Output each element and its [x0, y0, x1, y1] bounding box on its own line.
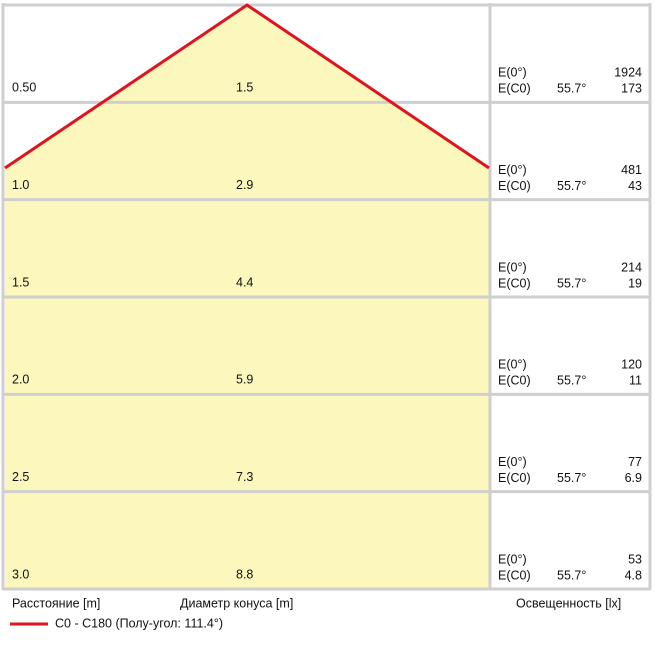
distance: 1.5: [12, 275, 29, 289]
ec0-label: E(C0): [498, 568, 531, 582]
angle: 55.7°: [557, 82, 586, 96]
angle: 55.7°: [557, 568, 586, 582]
angle: 55.7°: [557, 374, 586, 388]
e0-value: 77: [628, 455, 642, 469]
e0-value: 481: [621, 163, 642, 177]
e0-value: 1924: [614, 66, 642, 80]
diameter-label: Диаметр конуса [m]: [180, 596, 293, 610]
angle: 55.7°: [557, 276, 586, 290]
e0-value: 53: [628, 552, 642, 566]
ec0-value: 173: [621, 82, 642, 96]
illuminance-label: Освещенность [lx]: [516, 596, 621, 610]
diameter: 7.3: [236, 470, 253, 484]
diameter: 1.5: [236, 81, 253, 95]
ec0-value: 43: [628, 179, 642, 193]
distance: 2.0: [12, 373, 29, 387]
e0-label: E(0°): [498, 552, 527, 566]
ec0-label: E(C0): [498, 179, 531, 193]
distance-label: Расстояние [m]: [12, 596, 100, 610]
distance: 0.50: [12, 81, 36, 95]
diameter: 2.9: [236, 178, 253, 192]
distance: 3.0: [12, 567, 29, 581]
rows: 0.50 1.5 E(0°) 1924 E(C0) 55.7° 173 1.0 2.9 E(0°)…: [12, 66, 642, 583]
legend-text: C0 - C180 (Полу-угол: 111.4°): [55, 616, 223, 630]
ec0-label: E(C0): [498, 471, 531, 485]
angle: 55.7°: [557, 179, 586, 193]
distance: 1.0: [12, 178, 29, 192]
e0-label: E(0°): [498, 260, 527, 274]
cone-outline: [4, 3, 490, 170]
ec0-label: E(C0): [498, 82, 531, 96]
ec0-value: 4.8: [625, 568, 642, 582]
e0-label: E(0°): [498, 163, 527, 177]
diameter: 5.9: [236, 373, 253, 387]
distance: 2.5: [12, 470, 29, 484]
ec0-value: 11: [629, 374, 642, 388]
e0-label: E(0°): [498, 358, 527, 372]
ec0-value: 19: [628, 276, 642, 290]
diameter: 4.4: [236, 275, 253, 289]
e0-value: 214: [621, 260, 642, 274]
angle: 55.7°: [557, 471, 586, 485]
ec0-label: E(C0): [498, 374, 531, 388]
grid: [1, 3, 652, 591]
ec0-value: 6.9: [625, 471, 642, 485]
diameter: 8.8: [236, 567, 253, 581]
e0-value: 120: [621, 358, 642, 372]
ec0-label: E(C0): [498, 276, 531, 290]
e0-label: E(0°): [498, 66, 527, 80]
e0-label: E(0°): [498, 455, 527, 469]
